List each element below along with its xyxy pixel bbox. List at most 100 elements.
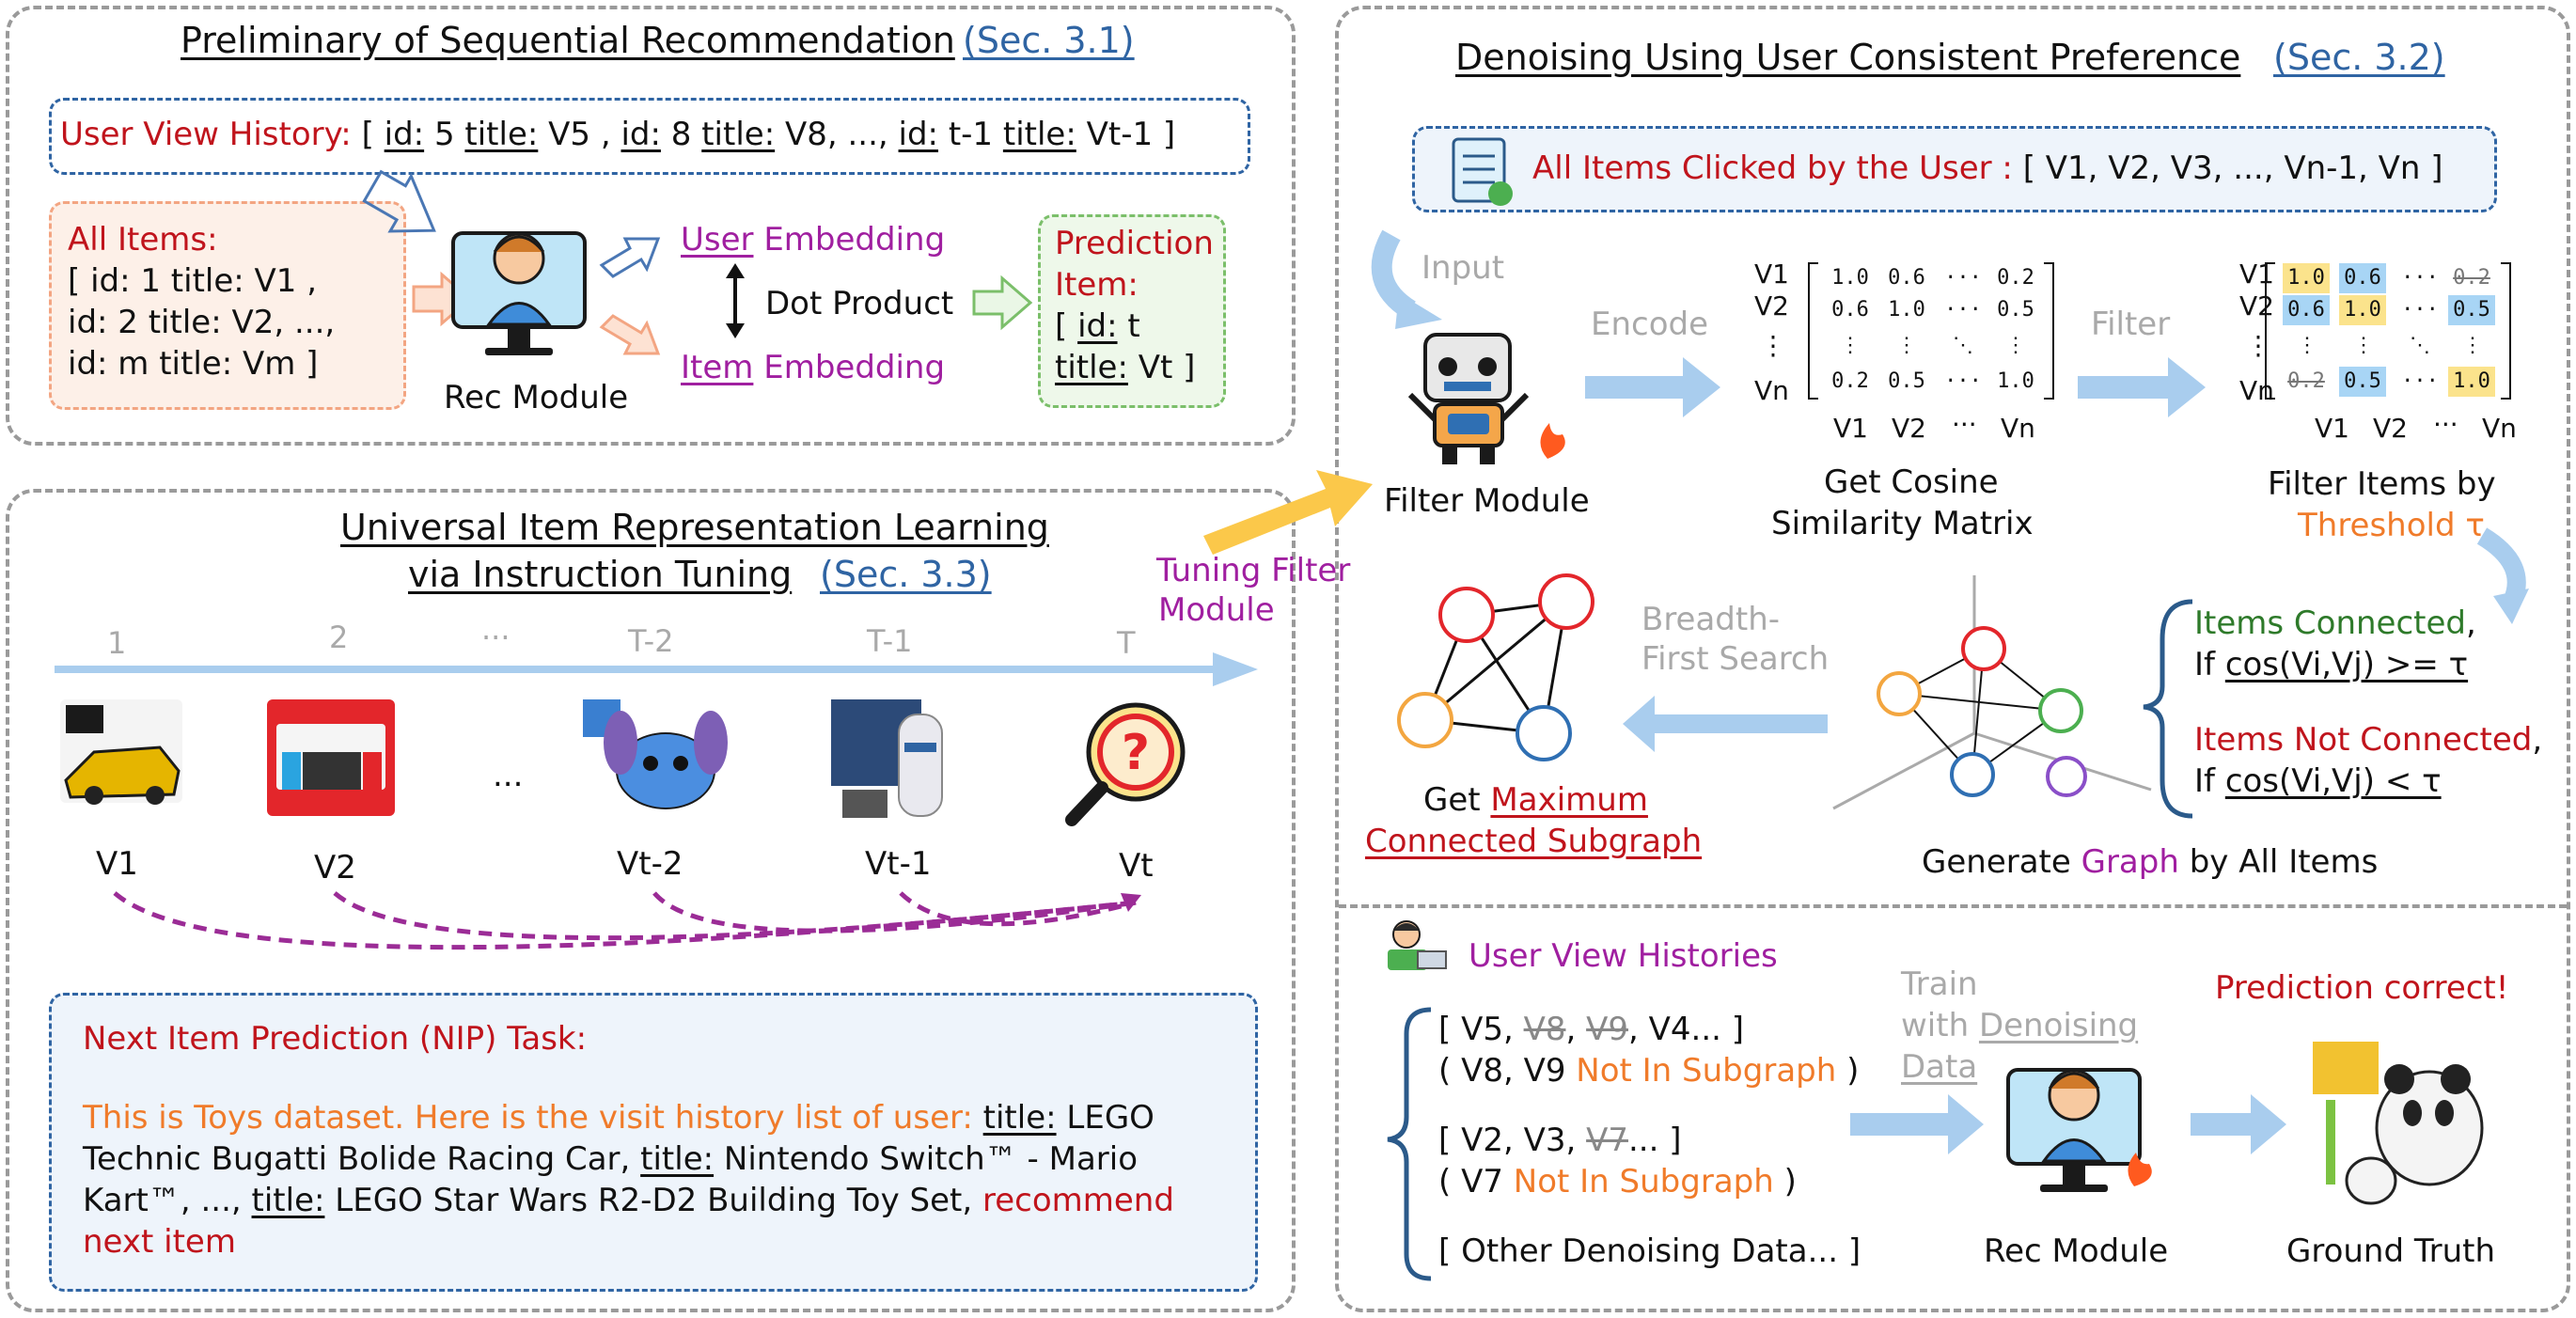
graph-word: Graph <box>2081 843 2179 881</box>
history-row-2: [ V2, V3, V7... ] <box>1438 1122 1681 1159</box>
comma: , <box>2466 604 2476 642</box>
history-part: title: <box>1002 116 1076 153</box>
history-part: title: <box>464 116 539 153</box>
matrix-cell: ⋮ <box>1840 334 1861 357</box>
prediction-title: Item: <box>1055 266 1139 304</box>
by-all-word: by All Items <box>2189 843 2379 881</box>
filter-module-label: Filter Module <box>1384 482 1590 520</box>
generate-word: Generate <box>1922 843 2071 881</box>
matrix-cell: 0.2 <box>2453 266 2490 290</box>
history-part: 5 <box>433 116 455 153</box>
row-label: V2 <box>1754 290 1789 322</box>
col-label: V2 <box>2373 413 2408 444</box>
nip-line-1: This is Toys dataset. Here is the visit … <box>83 1099 1154 1137</box>
matrix-cell: 1.0 <box>2283 263 2330 293</box>
hist-text: [ V5, <box>1438 1011 1514 1048</box>
all-items-line: id: m title: Vm ] <box>68 345 319 383</box>
paren: ) <box>1846 1052 1860 1090</box>
history-note-2: ( V7 Not In Subgraph ) <box>1438 1163 1797 1200</box>
col-label: Vn <box>2001 413 2035 444</box>
col-label: Vn <box>2482 413 2517 444</box>
matrix-cell: ⋱ <box>2410 334 2430 357</box>
matrix-cell: ⋮ <box>1896 334 1917 357</box>
hist-text: ... ] <box>1627 1122 1682 1159</box>
all-items-line: [ id: 1 title: V1 , <box>68 262 318 300</box>
user-view-history-box <box>49 98 1250 175</box>
nip-title: Next Item Prediction (NIP) Task: <box>83 1020 588 1058</box>
matrix-cell: 0.2 <box>1831 369 1869 393</box>
title-key: title: <box>982 1099 1057 1137</box>
checklist-icon <box>1452 137 1513 206</box>
history-part: t-1 <box>948 116 994 153</box>
if-word: If <box>2194 646 2215 683</box>
universal-title-2: via Instruction Tuning <box>408 554 793 595</box>
bracket: [ <box>1055 307 1068 345</box>
title-key: title: <box>1055 349 1128 386</box>
lego-stitch-icon <box>583 699 728 809</box>
matrix-cell: 1.0 <box>1997 369 2034 393</box>
matrix-cell: 0.6 <box>1888 266 1925 290</box>
data-word: Data <box>1901 1048 1978 1086</box>
user-view-histories: User View Histories <box>1469 937 1778 975</box>
hist-text: [ V2, V3, <box>1438 1122 1577 1159</box>
title-val: Vt ] <box>1138 349 1196 386</box>
connected-condition: If cos(Vi,Vj) >= τ <box>2194 646 2469 683</box>
train-label: Train <box>1901 965 1978 1003</box>
items-connected: Items Connected, <box>2194 604 2476 642</box>
cosine-label: Get Cosine <box>1824 463 1999 501</box>
hist-strike: V7 <box>1586 1122 1628 1159</box>
all-items-title: All Items: <box>68 221 218 259</box>
condition-ge: cos(Vi,Vj) >= τ <box>2224 646 2469 683</box>
generate-graph-label: Generate Graph by All Items <box>1922 843 2379 881</box>
history-part: V5 , <box>548 116 611 153</box>
preliminary-title: Preliminary of Sequential Recommendation <box>181 20 955 61</box>
nip-text: Kart™, ..., <box>83 1182 242 1219</box>
history-part: id: <box>384 116 425 153</box>
timeline-label: 1 <box>107 625 127 661</box>
nip-orange: This is Toys dataset. Here is the visit … <box>83 1099 973 1137</box>
connected-label: Items Connected <box>2194 604 2466 642</box>
train-label: with Denoising <box>1901 1007 2139 1044</box>
all-items-line: id: 2 title: V2, ..., <box>68 304 336 341</box>
timeline-label: T-1 <box>867 623 913 659</box>
preliminary-sec-link[interactable]: (Sec. 3.1) <box>963 20 1135 61</box>
nintendo-switch-icon <box>267 699 395 816</box>
matrix-cell: 0.2 <box>2287 369 2325 393</box>
matrix-cell: 1.0 <box>1831 266 1869 290</box>
item-label: Vt <box>1119 847 1154 885</box>
row-label: Vn <box>1754 375 1789 406</box>
universal-sec-link[interactable]: (Sec. 3.3) <box>820 554 992 595</box>
hist-strike: V9 <box>1586 1011 1628 1048</box>
get-max-subgraph: Get Maximum <box>1423 781 1648 819</box>
history-part: V8, ..., <box>784 116 888 153</box>
lego-car-icon <box>60 699 182 805</box>
user-word: User <box>681 221 754 259</box>
history-part: id: <box>620 116 661 153</box>
clicked-values: [ V1, V2, V3, ..., Vn-1, Vn ] <box>2022 149 2443 187</box>
denoising-word: Denoising <box>1978 1007 2139 1044</box>
with-word: with <box>1901 1007 1970 1044</box>
matrix-cell: ··· <box>1944 266 1982 290</box>
not-connected-condition: If cos(Vi,Vj) < τ <box>2194 762 2442 800</box>
bfs-label: First Search <box>1641 640 1830 678</box>
cosine-label: Similarity Matrix <box>1771 505 2034 542</box>
nip-text: LEGO Star Wars R2-D2 Building Toy Set, <box>335 1182 973 1219</box>
nip-line-3: Kart™, ..., title: LEGO Star Wars R2-D2 … <box>83 1182 1174 1219</box>
prediction-title: Prediction <box>1055 225 1214 262</box>
paren: ) <box>1783 1163 1797 1200</box>
item-label: V2 <box>314 849 356 887</box>
matrix-cell: ⋮ <box>2462 334 2483 357</box>
threshold-label: Threshold τ <box>2298 507 2485 544</box>
not-connected-label: Items Not Connected <box>2194 721 2533 759</box>
lego-panda-icon <box>2313 1042 2484 1205</box>
nip-text: LEGO <box>1066 1099 1154 1137</box>
denoising-sec-link[interactable]: (Sec. 3.2) <box>2273 37 2445 78</box>
matrix-cell: 0.5 <box>1888 369 1925 393</box>
clicked-items: All Items Clicked by the User : [ V1, V2… <box>1532 149 2443 187</box>
matrix-cell: 0.5 <box>1997 298 2034 322</box>
note-text: ( V7 <box>1438 1163 1503 1200</box>
row-label: V1 <box>1754 259 1789 290</box>
